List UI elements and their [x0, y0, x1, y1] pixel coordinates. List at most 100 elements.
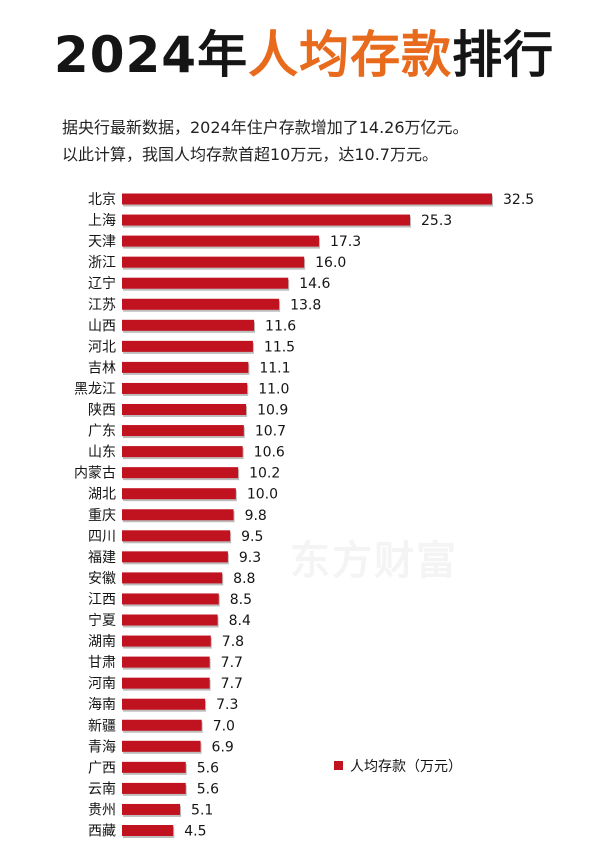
category-label: 河南: [88, 676, 116, 692]
category-label: 上海: [88, 213, 116, 229]
bar: [122, 593, 219, 605]
value-label: 7.3: [216, 697, 238, 713]
category-label: 吉林: [88, 360, 116, 376]
category-label: 浙江: [88, 255, 116, 271]
bar: [122, 530, 231, 542]
category-label: 宁夏: [88, 612, 116, 629]
value-label: 32.5: [503, 192, 534, 208]
watermark: 东方财富: [290, 538, 458, 584]
bar: [122, 446, 243, 458]
legend-label: 人均存款（万元）: [350, 759, 462, 775]
category-label: 内蒙古: [74, 466, 116, 482]
bar: [122, 214, 411, 226]
title-year: 2024年: [53, 26, 249, 84]
bar: [122, 761, 186, 773]
subtitle-line-2: 以此计算，我国人均存款首超10万元，达10.7万元。: [62, 145, 438, 164]
bar: [122, 298, 280, 310]
bar: [122, 572, 223, 584]
value-label: 7.7: [221, 676, 243, 692]
category-label: 重庆: [88, 508, 116, 524]
category-label: 广西: [88, 760, 116, 776]
value-label: 17.3: [330, 234, 361, 250]
bar: [122, 235, 319, 247]
legend-swatch: [334, 761, 343, 770]
category-label: 河北: [88, 339, 116, 355]
value-label: 14.6: [299, 276, 330, 292]
category-label: 江苏: [88, 297, 116, 313]
bar: [122, 614, 218, 626]
value-label: 25.3: [421, 213, 452, 229]
value-label: 6.9: [212, 739, 234, 755]
value-label: 8.8: [233, 571, 255, 587]
category-label: 湖北: [88, 487, 116, 503]
subtitle-line-1: 据央行最新数据，2024年住户存款增加了14.26万亿元。: [62, 118, 469, 137]
title-highlight: 人均存款: [248, 26, 453, 84]
bar: [122, 193, 492, 205]
bar: [122, 803, 181, 815]
bar: [122, 361, 249, 373]
category-label: 云南: [88, 781, 116, 797]
category-label: 北京: [88, 192, 116, 208]
bar: [122, 382, 248, 394]
bar: [122, 256, 305, 268]
category-label: 山西: [88, 318, 116, 334]
value-label: 11.6: [265, 318, 296, 334]
category-label: 湖南: [88, 634, 116, 650]
category-label: 贵州: [88, 802, 116, 818]
category-label: 安徽: [88, 571, 116, 587]
bar: [122, 319, 255, 331]
value-label: 10.2: [249, 466, 280, 482]
value-label: 11.0: [258, 381, 289, 397]
category-label: 福建: [88, 550, 116, 566]
category-label: 青海: [88, 739, 116, 755]
value-label: 9.5: [241, 529, 263, 545]
value-label: 10.6: [254, 445, 285, 461]
value-label: 7.7: [221, 655, 243, 671]
bar: [122, 825, 174, 836]
value-label: 7.8: [222, 634, 244, 650]
chart-title: 2024年人均存款排行: [0, 30, 608, 80]
category-label: 甘肃: [88, 655, 116, 671]
category-label: 四川: [88, 529, 116, 545]
value-label: 4.5: [184, 824, 206, 840]
value-label: 5.6: [197, 760, 219, 776]
category-label: 海南: [88, 697, 116, 713]
category-label: 新疆: [88, 718, 116, 734]
bar: [122, 782, 186, 794]
value-label: 11.1: [259, 360, 290, 376]
value-label: 13.8: [290, 297, 321, 313]
category-label: 西藏: [88, 824, 116, 840]
bar: [122, 635, 211, 647]
bar: [122, 551, 228, 563]
value-label: 8.4: [229, 613, 251, 629]
value-label: 9.8: [245, 508, 267, 524]
value-label: 7.0: [213, 718, 235, 734]
category-label: 辽宁: [88, 275, 116, 292]
bar: [122, 467, 239, 479]
bar: [122, 509, 234, 521]
category-label: 天津: [88, 234, 116, 250]
value-label: 10.7: [255, 424, 286, 440]
bar: [122, 698, 206, 710]
bar: [122, 719, 202, 731]
category-label: 江西: [88, 592, 116, 608]
value-label: 5.1: [191, 802, 213, 818]
category-label: 黑龙江: [74, 381, 116, 397]
value-label: 10.0: [247, 487, 278, 503]
value-label: 16.0: [315, 255, 346, 271]
bar: [122, 656, 210, 668]
value-label: 9.3: [239, 550, 261, 566]
bar: [122, 340, 253, 352]
category-label: 广东: [88, 424, 116, 440]
bar: [122, 277, 289, 289]
bar: [122, 404, 247, 415]
bar: [122, 488, 236, 500]
value-label: 10.9: [257, 403, 288, 419]
bar: [122, 425, 244, 437]
category-label: 陕西: [88, 403, 116, 419]
value-label: 5.6: [197, 781, 219, 797]
value-label: 11.5: [264, 339, 295, 355]
title-suffix: 排行: [452, 26, 555, 84]
value-label: 8.5: [230, 592, 252, 608]
